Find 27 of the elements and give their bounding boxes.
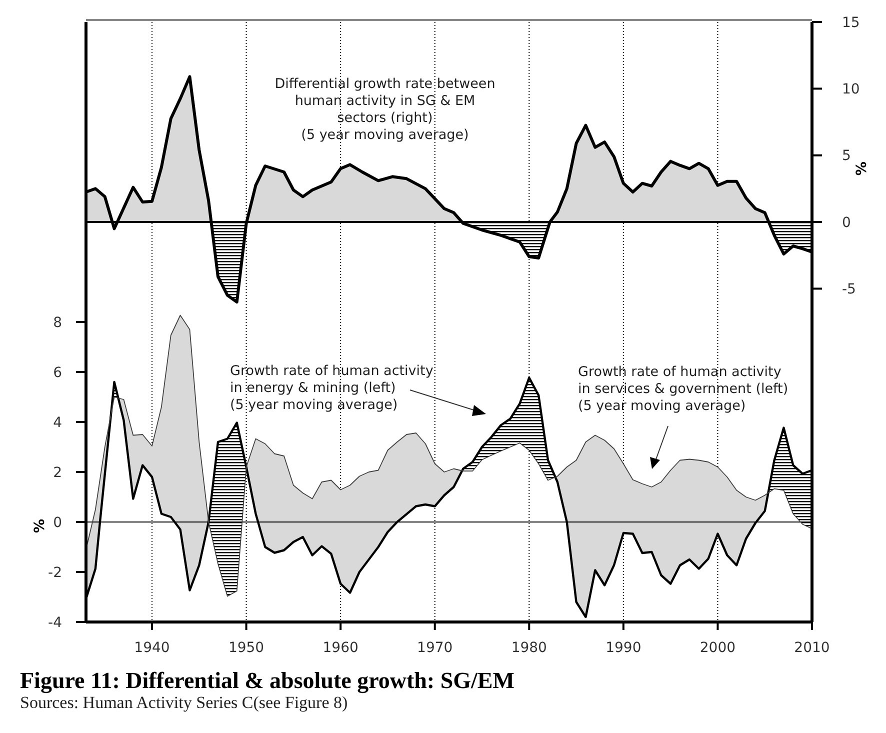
source-note: Sources: Human Activity Series C(see Figure 8)	[20, 693, 348, 712]
annotation: Growth rate of human activity in energy & mining (left) (5 year moving average)	[230, 363, 434, 413]
y-tick-label: -2	[48, 564, 62, 581]
y2-tick-label: -5	[842, 282, 856, 298]
y-tick-label: 2	[53, 464, 62, 481]
x-tick-label: 1980	[511, 640, 547, 656]
x-tick-label: 1940	[134, 640, 170, 656]
y-tick-label: 8	[53, 314, 62, 331]
y-tick-label: -4	[48, 614, 62, 631]
x-tick-label: 1950	[228, 640, 264, 656]
y2-tick-label: 5	[842, 148, 851, 164]
text: Figure 11: Differential & absolute growth: SG/EM	[20, 668, 515, 694]
y2-tick-label: 15	[842, 14, 860, 31]
y2-tick-label: 0	[842, 214, 851, 231]
y-axis-title: %	[32, 518, 48, 534]
x-tick-label: 1970	[417, 640, 453, 656]
x-tick-label: 1990	[606, 640, 642, 656]
x-tick-label: 2000	[700, 640, 736, 656]
y2-tick-label: 10	[842, 82, 860, 98]
x-tick-label: 2010	[794, 640, 830, 656]
annotation: Growth rate of human activity in services & government (left) (5 year moving average)	[578, 364, 788, 414]
y-tick-label: 0	[53, 514, 62, 531]
x-tick-label: 1960	[322, 640, 358, 656]
y2-axis-title: %	[854, 162, 870, 176]
annotation: Differential growth rate between human activity in SG & EM sectors (right) (5 year moving average)	[274, 76, 496, 143]
y-tick-label: 4	[53, 414, 62, 431]
y-tick-label: 6	[53, 364, 62, 381]
